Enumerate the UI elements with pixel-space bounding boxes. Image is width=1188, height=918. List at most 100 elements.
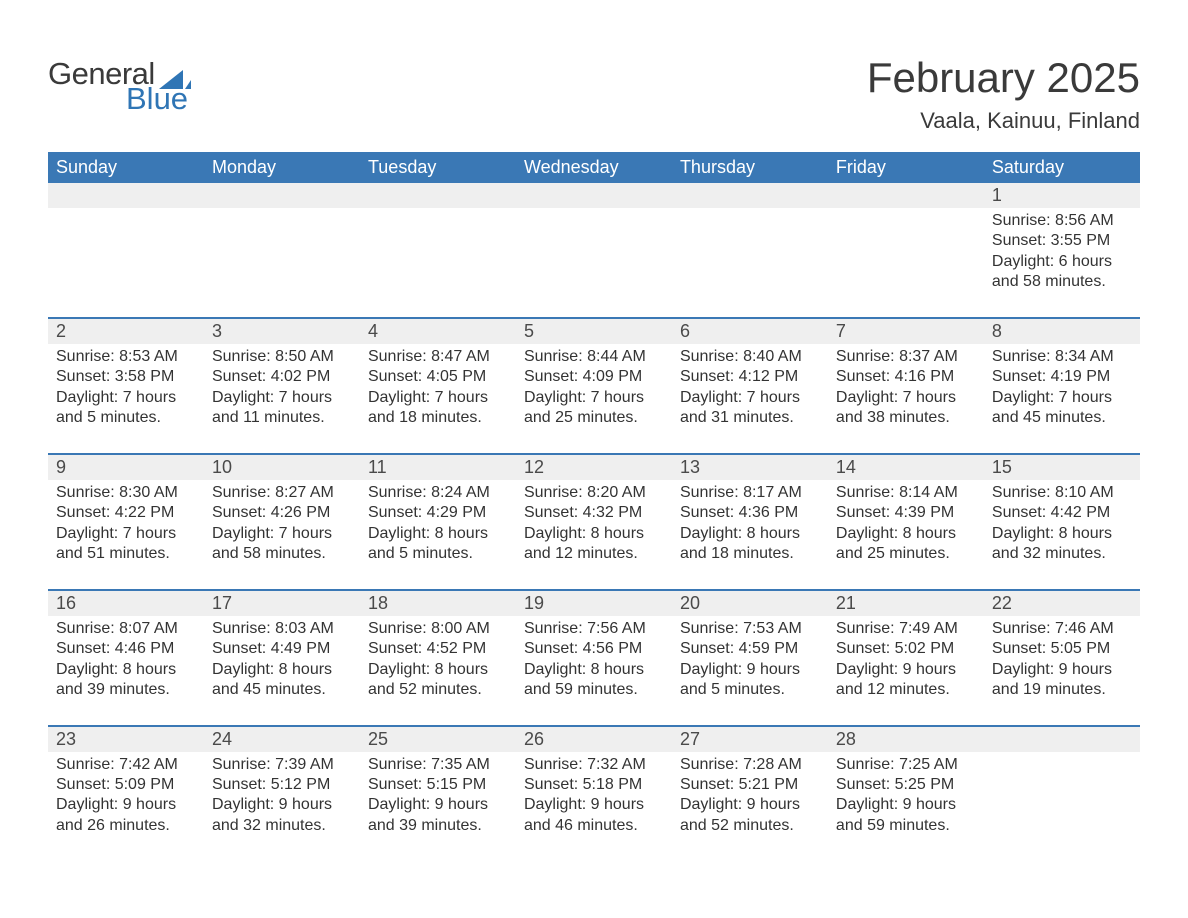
day-number: 1 — [984, 183, 1140, 208]
sunrise-line: Sunrise: 7:28 AM — [680, 755, 820, 775]
daynum-row: 2345678 — [48, 318, 1140, 344]
day-number — [360, 183, 516, 208]
day-number: 15 — [984, 454, 1140, 480]
sunrise-line: Sunrise: 7:32 AM — [524, 755, 664, 775]
day-cell: Sunrise: 8:14 AMSunset: 4:39 PMDaylight:… — [828, 480, 984, 590]
sunset-line: Sunset: 3:58 PM — [56, 367, 196, 387]
sunset-line: Sunset: 5:18 PM — [524, 775, 664, 795]
daylight-line-1: Daylight: 9 hours — [992, 660, 1132, 680]
daylight-line-2: and 31 minutes. — [680, 408, 820, 428]
day-cell — [984, 752, 1140, 843]
day-number: 25 — [360, 726, 516, 752]
daylight-line-2: and 25 minutes. — [836, 544, 976, 564]
sunrise-line: Sunrise: 8:44 AM — [524, 347, 664, 367]
day-number — [48, 183, 204, 208]
daylight-line-2: and 12 minutes. — [836, 680, 976, 700]
sunset-line: Sunset: 4:32 PM — [524, 503, 664, 523]
day-number: 26 — [516, 726, 672, 752]
sunset-line: Sunset: 5:02 PM — [836, 639, 976, 659]
sunset-line: Sunset: 4:02 PM — [212, 367, 352, 387]
day-cell: Sunrise: 7:46 AMSunset: 5:05 PMDaylight:… — [984, 616, 1140, 726]
daylight-line-2: and 32 minutes. — [212, 816, 352, 836]
daylight-line-1: Daylight: 8 hours — [524, 660, 664, 680]
sunset-line: Sunset: 4:52 PM — [368, 639, 508, 659]
sunset-line: Sunset: 4:59 PM — [680, 639, 820, 659]
day-body-row: Sunrise: 8:30 AMSunset: 4:22 PMDaylight:… — [48, 480, 1140, 590]
sunrise-line: Sunrise: 8:50 AM — [212, 347, 352, 367]
sunset-line: Sunset: 4:19 PM — [992, 367, 1132, 387]
day-number: 4 — [360, 318, 516, 344]
daylight-line-2: and 45 minutes. — [212, 680, 352, 700]
sunset-line: Sunset: 4:46 PM — [56, 639, 196, 659]
daylight-line-2: and 39 minutes. — [368, 816, 508, 836]
day-cell: Sunrise: 8:10 AMSunset: 4:42 PMDaylight:… — [984, 480, 1140, 590]
daylight-line-1: Daylight: 7 hours — [992, 388, 1132, 408]
sunrise-line: Sunrise: 8:14 AM — [836, 483, 976, 503]
daylight-line-2: and 58 minutes. — [992, 272, 1132, 292]
day-number: 23 — [48, 726, 204, 752]
day-number: 24 — [204, 726, 360, 752]
daylight-line-1: Daylight: 8 hours — [368, 660, 508, 680]
sunrise-line: Sunrise: 8:34 AM — [992, 347, 1132, 367]
day-cell: Sunrise: 8:56 AMSunset: 3:55 PMDaylight:… — [984, 208, 1140, 318]
day-cell — [48, 208, 204, 318]
weekday-header: Saturday — [984, 152, 1140, 183]
day-cell — [204, 208, 360, 318]
daynum-row: 9101112131415 — [48, 454, 1140, 480]
day-cell — [672, 208, 828, 318]
day-body-row: Sunrise: 8:53 AMSunset: 3:58 PMDaylight:… — [48, 344, 1140, 454]
day-body-row: Sunrise: 8:07 AMSunset: 4:46 PMDaylight:… — [48, 616, 1140, 726]
day-number: 27 — [672, 726, 828, 752]
weekday-header: Monday — [204, 152, 360, 183]
day-cell: Sunrise: 7:32 AMSunset: 5:18 PMDaylight:… — [516, 752, 672, 843]
weekday-header: Thursday — [672, 152, 828, 183]
sunrise-line: Sunrise: 7:39 AM — [212, 755, 352, 775]
sunrise-line: Sunrise: 8:30 AM — [56, 483, 196, 503]
calendar-page: General Blue February 2025 Vaala, Kainuu… — [0, 0, 1188, 882]
daylight-line-2: and 5 minutes. — [368, 544, 508, 564]
daylight-line-2: and 32 minutes. — [992, 544, 1132, 564]
daylight-line-1: Daylight: 7 hours — [56, 524, 196, 544]
day-number: 18 — [360, 590, 516, 616]
day-cell: Sunrise: 8:30 AMSunset: 4:22 PMDaylight:… — [48, 480, 204, 590]
sunrise-line: Sunrise: 8:40 AM — [680, 347, 820, 367]
daylight-line-1: Daylight: 9 hours — [524, 795, 664, 815]
daylight-line-2: and 25 minutes. — [524, 408, 664, 428]
day-number: 10 — [204, 454, 360, 480]
day-number: 8 — [984, 318, 1140, 344]
sunset-line: Sunset: 4:42 PM — [992, 503, 1132, 523]
day-cell: Sunrise: 8:03 AMSunset: 4:49 PMDaylight:… — [204, 616, 360, 726]
sunrise-line: Sunrise: 8:27 AM — [212, 483, 352, 503]
sunset-line: Sunset: 5:09 PM — [56, 775, 196, 795]
day-number: 19 — [516, 590, 672, 616]
weekday-header-row: Sunday Monday Tuesday Wednesday Thursday… — [48, 152, 1140, 183]
daylight-line-1: Daylight: 9 hours — [212, 795, 352, 815]
sunset-line: Sunset: 4:22 PM — [56, 503, 196, 523]
sunrise-line: Sunrise: 7:46 AM — [992, 619, 1132, 639]
day-number: 5 — [516, 318, 672, 344]
sunset-line: Sunset: 5:25 PM — [836, 775, 976, 795]
daylight-line-1: Daylight: 7 hours — [56, 388, 196, 408]
daylight-line-1: Daylight: 9 hours — [680, 795, 820, 815]
day-number: 9 — [48, 454, 204, 480]
day-cell: Sunrise: 8:24 AMSunset: 4:29 PMDaylight:… — [360, 480, 516, 590]
weekday-header: Wednesday — [516, 152, 672, 183]
day-cell: Sunrise: 8:53 AMSunset: 3:58 PMDaylight:… — [48, 344, 204, 454]
sunrise-line: Sunrise: 8:24 AM — [368, 483, 508, 503]
daylight-line-1: Daylight: 7 hours — [524, 388, 664, 408]
sunrise-line: Sunrise: 7:56 AM — [524, 619, 664, 639]
sunrise-line: Sunrise: 8:53 AM — [56, 347, 196, 367]
sunset-line: Sunset: 4:56 PM — [524, 639, 664, 659]
daylight-line-2: and 19 minutes. — [992, 680, 1132, 700]
daylight-line-1: Daylight: 8 hours — [836, 524, 976, 544]
day-number: 2 — [48, 318, 204, 344]
daylight-line-1: Daylight: 9 hours — [368, 795, 508, 815]
sunset-line: Sunset: 4:26 PM — [212, 503, 352, 523]
day-cell — [828, 208, 984, 318]
sunrise-line: Sunrise: 8:20 AM — [524, 483, 664, 503]
day-cell: Sunrise: 8:47 AMSunset: 4:05 PMDaylight:… — [360, 344, 516, 454]
day-number: 6 — [672, 318, 828, 344]
day-number: 12 — [516, 454, 672, 480]
daylight-line-2: and 52 minutes. — [680, 816, 820, 836]
sunset-line: Sunset: 4:39 PM — [836, 503, 976, 523]
